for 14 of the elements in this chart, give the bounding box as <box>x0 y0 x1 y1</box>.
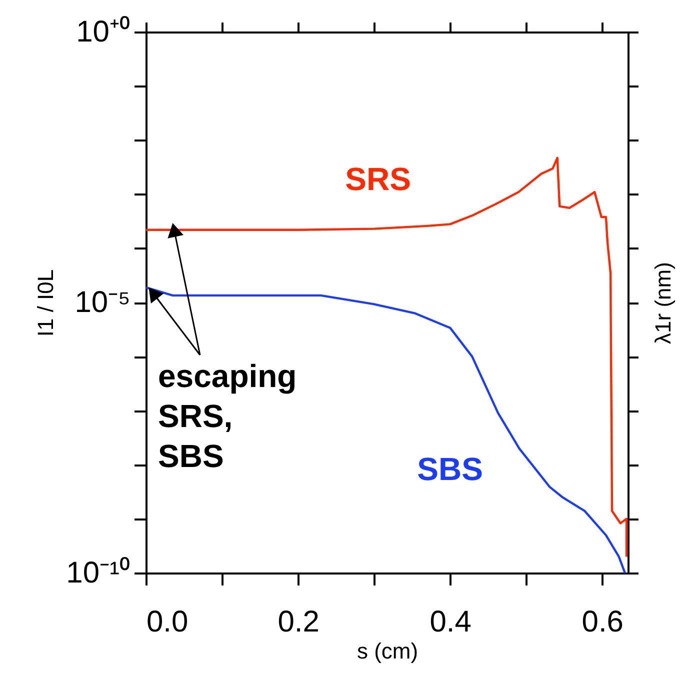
y2-axis-title: λ1r (nm) <box>650 262 676 344</box>
y-tick-label: 10⁻¹⁰ <box>66 556 130 590</box>
x-tick-label: 0.0 <box>146 606 188 638</box>
x-axis-title: s (cm) <box>356 638 418 664</box>
y-axis-title: I1 / I0L <box>33 269 58 337</box>
series-label: SBS <box>417 451 483 487</box>
line-series <box>144 156 628 558</box>
y-tick-label: 10⁻⁵ <box>74 286 130 319</box>
x-tick-label: 0.6 <box>582 606 624 638</box>
y-tick-label: 10⁺⁰ <box>76 16 130 48</box>
x-tick-label: 0.4 <box>430 606 472 638</box>
annotation: escaping SRS, SBS <box>158 358 297 474</box>
x-tick-label: 0.2 <box>278 606 320 638</box>
series-label: SRS <box>345 161 411 197</box>
